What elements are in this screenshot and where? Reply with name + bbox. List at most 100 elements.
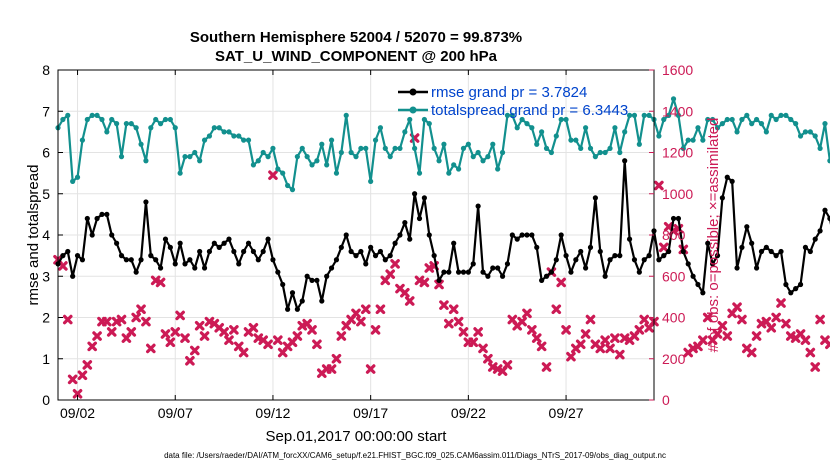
series-totalspread-point [563, 116, 569, 123]
series-totalspread-point [626, 112, 633, 118]
y-left-tick-label: 4 [42, 227, 50, 243]
series-totalspread-point [372, 137, 379, 143]
series-rmse-point [245, 240, 252, 246]
series-rmse-point [465, 269, 471, 275]
series-rmse-point [670, 215, 677, 222]
series-totalspread-point [319, 141, 325, 147]
series-rmse-point [617, 253, 623, 259]
series-totalspread-point [685, 137, 691, 143]
series-rmse-point [793, 286, 799, 292]
obs-point [658, 242, 669, 253]
series-rmse-point [421, 195, 427, 201]
series-totalspread-point [773, 116, 779, 123]
series-totalspread-point [89, 112, 95, 118]
x-tick-label: 09/27 [549, 405, 584, 421]
series-totalspread-point [670, 96, 677, 102]
series-totalspread-point [177, 170, 183, 176]
series-rmse-point [226, 236, 232, 242]
series-rmse-point [201, 265, 208, 271]
series-totalspread-point [99, 116, 105, 123]
series-rmse-point [753, 265, 760, 271]
series-rmse-point [157, 265, 164, 271]
series-rmse-point [724, 174, 730, 180]
series-totalspread-point [602, 149, 608, 156]
series-totalspread-point [734, 129, 740, 135]
series-rmse-point [783, 281, 789, 288]
obs-point [58, 261, 68, 271]
series-rmse-point [392, 240, 398, 246]
y-axis-left: 0 1 2 3 4 5 6 7 8 [42, 62, 63, 408]
obs-point [527, 325, 537, 335]
series-totalspread-point [70, 178, 76, 184]
obs-point [62, 314, 73, 325]
series-totalspread-point [324, 162, 330, 168]
series-rmse-point [807, 248, 813, 255]
series-totalspread-point [573, 137, 579, 143]
series-totalspread-point [216, 125, 222, 131]
series-totalspread-point [241, 137, 247, 143]
obs-point [165, 337, 176, 348]
series-totalspread-point [84, 116, 90, 123]
series-rmse-point [661, 253, 667, 259]
series-rmse-point [612, 253, 618, 259]
obs-point [390, 259, 400, 269]
series-totalspread-point [509, 112, 515, 118]
series-rmse-point [304, 273, 310, 279]
series-totalspread-point [695, 125, 701, 131]
series-rmse-point [446, 269, 452, 275]
series-totalspread-point [729, 116, 735, 123]
series-totalspread-point [226, 129, 232, 135]
series-totalspread-point [753, 116, 760, 123]
y-right-tick-label: 600 [662, 268, 686, 284]
series-totalspread-point [529, 125, 535, 131]
series-totalspread-point [710, 116, 716, 123]
obs-point [781, 318, 791, 329]
legend-rmse-marker [409, 88, 417, 96]
y-right-tick-label: 0 [662, 392, 670, 408]
series-totalspread-point [661, 116, 667, 123]
series-totalspread-point [387, 154, 393, 160]
series-rmse-point [509, 232, 515, 238]
series-totalspread-point [416, 170, 423, 176]
series-rmse-point [680, 248, 686, 255]
obs-point [102, 316, 112, 327]
series-rmse [55, 158, 830, 312]
series-rmse-point [495, 265, 501, 271]
series-totalspread-point [519, 116, 525, 123]
series-totalspread-point [368, 178, 374, 184]
obs-point [478, 343, 488, 354]
x-tick-label: 09/17 [353, 405, 388, 421]
series-rmse-point [397, 232, 403, 238]
obs-point [87, 341, 97, 352]
series-totalspread-point [583, 125, 589, 131]
series-rmse-point [524, 232, 530, 238]
series-rmse-point [455, 269, 462, 275]
obs-point [468, 337, 479, 348]
obs-point [575, 339, 586, 350]
series-totalspread-point [421, 116, 427, 123]
series-totalspread-point [304, 154, 310, 160]
series-totalspread-point [104, 129, 110, 135]
obs-point [219, 327, 229, 337]
series-rmse-point [363, 261, 369, 267]
series-totalspread-point [719, 121, 725, 127]
series-rmse-point [817, 228, 823, 234]
series-totalspread-point [783, 112, 789, 118]
legend: rmse grand pr = 3.7824 totalspread grand… [398, 84, 628, 119]
series-totalspread-point [333, 170, 340, 176]
series-totalspread-point [724, 116, 730, 123]
series-obs-assimilated [53, 133, 830, 399]
series-totalspread-point [358, 145, 364, 151]
series-rmse-point [407, 236, 413, 242]
series-totalspread-point [250, 162, 257, 168]
series-rmse-point [299, 298, 305, 304]
series-rmse-point [148, 253, 154, 259]
x-tick-label: 09/22 [451, 405, 486, 421]
series-rmse-point [133, 269, 139, 275]
series-rmse-point [700, 290, 706, 296]
chart-subtitle: SAT_U_WIND_COMPONENT @ 200 hPa [215, 48, 498, 65]
obs-point [561, 325, 571, 335]
obs-point [67, 374, 78, 385]
series-totalspread-point [470, 154, 476, 160]
series-rmse-point [412, 191, 418, 197]
